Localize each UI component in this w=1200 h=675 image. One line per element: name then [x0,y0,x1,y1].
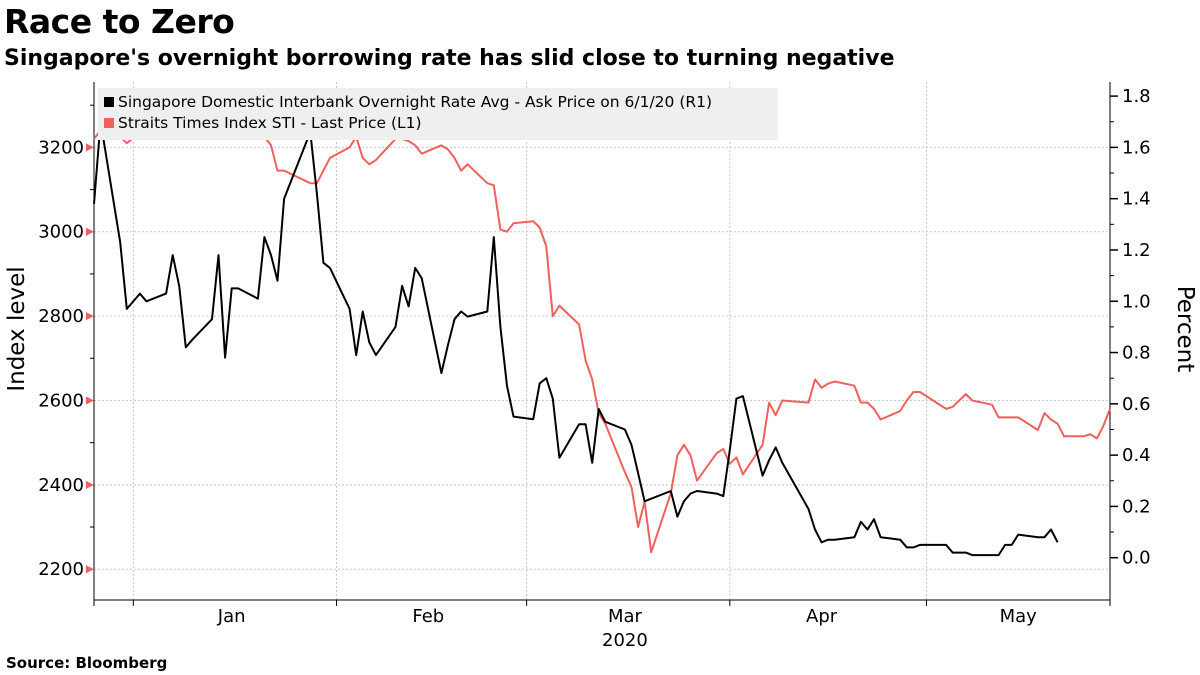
right-tick-label-0.0: 0.0 [1122,548,1151,569]
legend-swatch-sti [104,118,114,128]
x-axis-label: 2020 [602,630,648,651]
left-tick-marker-2400 [86,480,94,489]
source-note: Source: Bloomberg [6,654,168,672]
x-tick-label-apr: Apr [806,606,838,627]
left-tick-label-3000: 3000 [38,222,84,243]
series-line-overnight-rate [93,120,1059,557]
chart-title: Race to Zero [4,2,235,41]
left-tick-marker-3000 [86,227,94,236]
left-tick-label-2400: 2400 [38,475,84,496]
right-axis-ticks: 0.0 0.2 0.4 0.6 0.8 1.0 1.2 1.4 1.6 1.8 [1110,86,1151,569]
left-tick-marker-2600 [86,396,94,405]
legend-background [98,88,778,140]
right-tick-label-1.8: 1.8 [1122,86,1151,107]
right-tick-label-1.6: 1.6 [1122,137,1151,158]
left-tick-label-2600: 2600 [38,390,84,411]
right-tick-label-1.2: 1.2 [1122,240,1151,261]
legend-label-overnight-rate: Singapore Domestic Interbank Overnight R… [118,93,712,111]
x-tick-label-mar: Mar [608,606,643,627]
legend-label-sti: Straits Times Index STI - Last Price (L1… [118,114,422,132]
x-tick-label-feb: Feb [412,606,444,627]
axes [93,82,1111,601]
left-tick-label-2800: 2800 [38,306,84,327]
x-axis-ticks: Jan Feb Mar Apr May [93,600,1111,627]
series-layer [93,119,1111,557]
left-axis-ticks: 2200 2400 2600 2800 3000 3200 [38,104,94,580]
left-tick-marker-3200 [86,143,94,152]
left-tick-marker-2800 [86,312,94,321]
left-axis-label: Index level [4,266,30,391]
right-tick-label-0.4: 0.4 [1122,445,1151,466]
series-line-sti [93,119,1111,554]
right-tick-label-1.4: 1.4 [1122,189,1151,210]
left-tick-label-3200: 3200 [38,137,84,158]
legend: Singapore Domestic Interbank Overnight R… [98,88,778,140]
right-tick-label-0.2: 0.2 [1122,496,1151,517]
x-tick-label-jan: Jan [217,606,246,627]
legend-swatch-overnight-rate [104,97,114,107]
right-tick-label-0.8: 0.8 [1122,343,1151,364]
gridlines [94,82,1111,600]
chart-subtitle: Singapore's overnight borrowing rate has… [4,46,895,71]
left-tick-marker-2200 [86,565,94,574]
left-tick-label-2200: 2200 [38,559,84,580]
right-axis-label: Percent [1172,286,1198,373]
x-tick-label-may: May [1000,606,1038,627]
right-tick-label-1.0: 1.0 [1122,291,1151,312]
right-tick-label-0.6: 0.6 [1122,394,1151,415]
